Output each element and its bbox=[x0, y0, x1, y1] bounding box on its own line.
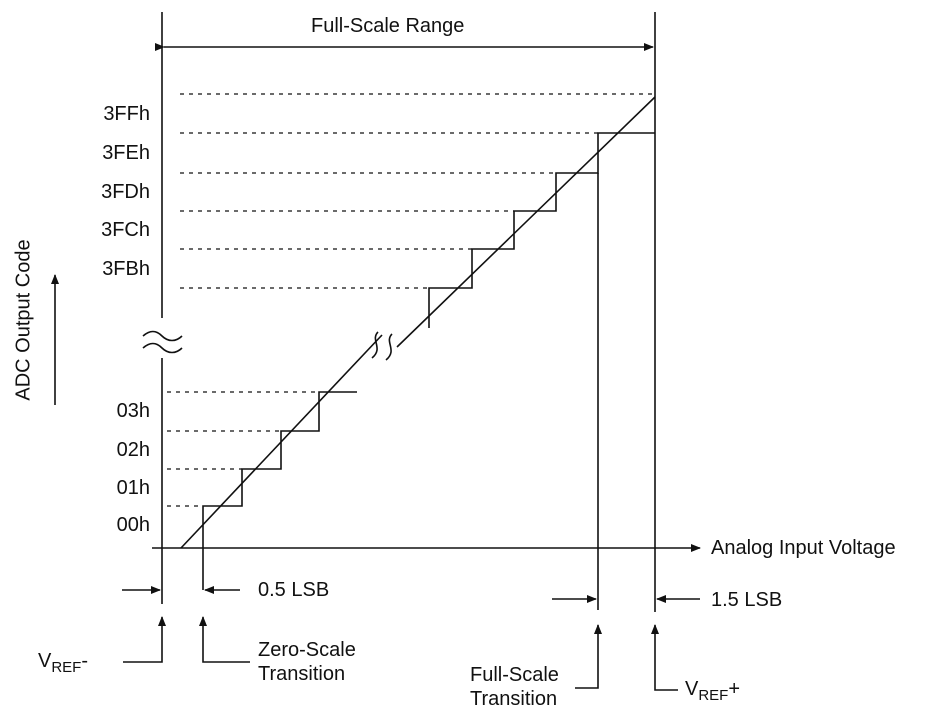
vref-plus-leader bbox=[651, 624, 678, 691]
full-scale-transition-label: Full-Scale Transition bbox=[470, 664, 559, 710]
code-label-02h: 02h bbox=[116, 439, 150, 461]
code-label-3fch: 3FCh bbox=[101, 219, 150, 241]
staircase-upper bbox=[428, 132, 655, 328]
code-label-3feh: 3FEh bbox=[102, 142, 150, 164]
one-half-lsb-label: 1.5 LSB bbox=[711, 589, 783, 611]
x-axis-label: Analog Input Voltage bbox=[711, 537, 896, 559]
vref-minus-leader bbox=[123, 616, 166, 663]
vref-minus-label: VREF- bbox=[38, 650, 89, 676]
zero-scale-transition-label: Zero-Scale Transition bbox=[258, 639, 356, 685]
code-label-00h: 00h bbox=[116, 514, 150, 536]
code-label-3fbh: 3FBh bbox=[102, 258, 150, 280]
code-label-3fdh: 3FDh bbox=[101, 181, 150, 203]
axis-break-lower bbox=[142, 342, 183, 354]
vref-plus-label: VREF+ bbox=[685, 678, 741, 704]
half-lsb-label: 0.5 LSB bbox=[258, 579, 330, 601]
staircase-lower bbox=[202, 391, 357, 548]
axis-break-upper bbox=[142, 330, 183, 342]
ideal-line-upper bbox=[396, 96, 656, 348]
full-scale-leader bbox=[575, 624, 602, 689]
code-label-3ffh: 3FFh bbox=[103, 103, 150, 125]
y-axis-label: ADC Output Code bbox=[12, 239, 35, 401]
code-label-01h: 01h bbox=[116, 477, 150, 499]
zero-scale-leader bbox=[199, 616, 250, 663]
code-label-03h: 03h bbox=[116, 400, 150, 422]
line-break-right bbox=[385, 333, 393, 361]
line-break-left bbox=[371, 331, 379, 359]
full-scale-range-label: Full-Scale Range bbox=[311, 15, 465, 37]
